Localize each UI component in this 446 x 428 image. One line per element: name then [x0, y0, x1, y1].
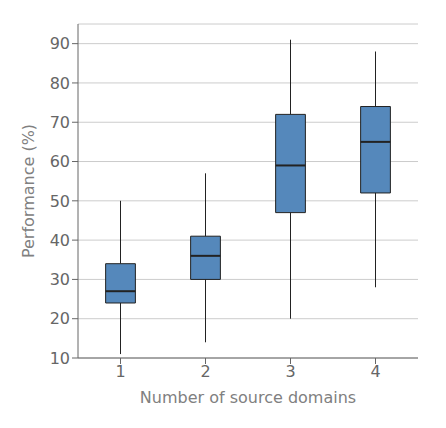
svg-text:2: 2 — [200, 362, 210, 381]
svg-text:10: 10 — [50, 349, 70, 368]
svg-text:40: 40 — [50, 231, 70, 250]
svg-text:30: 30 — [50, 270, 70, 289]
svg-text:60: 60 — [50, 152, 70, 171]
svg-text:Number of source domains: Number of source domains — [140, 388, 356, 407]
svg-text:1: 1 — [115, 362, 125, 381]
svg-text:70: 70 — [50, 113, 70, 132]
svg-text:50: 50 — [50, 192, 70, 211]
svg-text:Performance (%): Performance (%) — [19, 124, 38, 258]
svg-text:80: 80 — [50, 74, 70, 93]
svg-text:20: 20 — [50, 309, 70, 328]
svg-text:3: 3 — [285, 362, 295, 381]
svg-text:4: 4 — [370, 362, 380, 381]
svg-text:90: 90 — [50, 34, 70, 53]
